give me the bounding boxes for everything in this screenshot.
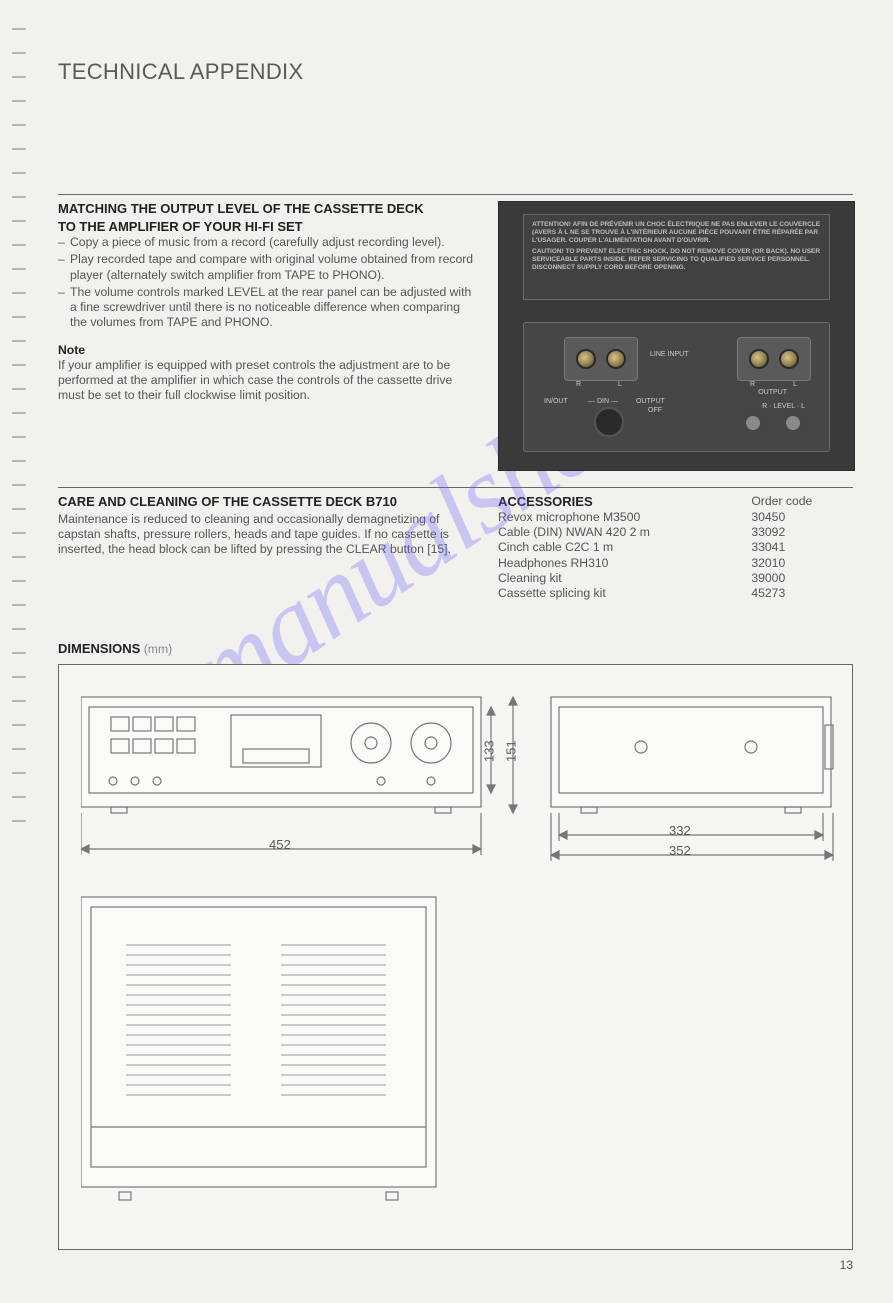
page-number: 13 <box>58 1258 853 1273</box>
note-body: If your amplifier is equipped with prese… <box>58 358 476 404</box>
level-label: R · LEVEL · L <box>762 403 805 412</box>
l-label-2: L <box>793 381 797 390</box>
table-row: Cleaning kit39000 <box>498 571 853 586</box>
dim-depth-outer: 352 <box>669 843 691 859</box>
level-knob-icon <box>785 415 801 431</box>
level-knob-icon <box>745 415 761 431</box>
rca-jack-icon <box>749 349 769 369</box>
bullet-item: The volume controls marked LEVEL at the … <box>58 285 476 331</box>
table-row: Headphones RH31032010 <box>498 556 853 571</box>
rca-jack-icon <box>606 349 626 369</box>
output-jacks <box>737 337 811 381</box>
dim-front-width: 452 <box>269 837 291 853</box>
off-label: OFF <box>648 407 662 416</box>
r-label: R <box>576 381 581 390</box>
acc-code: 30450 <box>751 510 853 525</box>
inout-label: IN/OUT <box>544 398 568 407</box>
rule-2 <box>58 487 853 488</box>
acc-name: Cassette splicing kit <box>498 586 751 601</box>
section1-heading-line1: MATCHING THE OUTPUT LEVEL OF THE CASSETT… <box>58 201 476 217</box>
page: TECHNICAL APPENDIX MATCHING THE OUTPUT L… <box>0 0 893 1303</box>
caution-text: CAUTION! TO PREVENT ELECTRIC SHOCK, DO N… <box>532 248 821 272</box>
section1-bullets: Copy a piece of music from a record (car… <box>58 235 476 331</box>
acc-name: Cleaning kit <box>498 571 751 586</box>
table-row: Cable (DIN) NWAN 420 2 m33092 <box>498 525 853 540</box>
dim-height-inner: 133 <box>482 740 498 762</box>
table-row: Cassette splicing kit45273 <box>498 586 853 601</box>
attention-text: ATTENTION! AFIN DE PRÉVENIR UN CHOC ÉLEC… <box>532 221 821 245</box>
page-title: TECHNICAL APPENDIX <box>58 58 853 86</box>
accessories-heading: ACCESSORIES <box>498 494 593 509</box>
acc-code: 33041 <box>751 540 853 555</box>
acc-name: Cinch cable C2C 1 m <box>498 540 751 555</box>
l-label: L <box>618 381 622 390</box>
dimensions-diagram: 452 133 151 332 352 <box>58 664 853 1250</box>
acc-name: Headphones RH310 <box>498 556 751 571</box>
rear-panel-image: ATTENTION! AFIN DE PRÉVENIR UN CHOC ÉLEC… <box>498 201 855 471</box>
note-heading: Note <box>58 343 476 358</box>
section2-body: Maintenance is reduced to cleaning and o… <box>58 512 476 558</box>
line-input-jacks <box>564 337 638 381</box>
acc-code: 39000 <box>751 571 853 586</box>
rule-1 <box>58 194 853 195</box>
table-row: Revox microphone M350030450 <box>498 510 853 525</box>
warning-plate: ATTENTION! AFIN DE PRÉVENIR UN CHOC ÉLEC… <box>523 214 830 300</box>
r-label-2: R <box>750 381 755 390</box>
connector-plate: LINE INPUT R L IN/OUT — DIN — OUTPUT OFF… <box>523 322 830 452</box>
dimensions-section: DIMENSIONS (mm) <box>58 641 853 1249</box>
output-label-2: OUTPUT <box>758 389 787 398</box>
section-matching: MATCHING THE OUTPUT LEVEL OF THE CASSETT… <box>58 201 853 471</box>
section2-heading: CARE AND CLEANING OF THE CASSETTE DECK B… <box>58 494 476 510</box>
dimensions-svg <box>81 687 841 1207</box>
dimensions-unit: (mm) <box>144 642 172 656</box>
dim-height-outer: 151 <box>504 740 520 762</box>
bullet-item: Play recorded tape and compare with orig… <box>58 252 476 283</box>
acc-name: Cable (DIN) NWAN 420 2 m <box>498 525 751 540</box>
section-care-accessories: CARE AND CLEANING OF THE CASSETTE DECK B… <box>58 494 853 602</box>
output-label: OUTPUT <box>636 398 665 407</box>
bullet-item: Copy a piece of music from a record (car… <box>58 235 476 250</box>
rca-jack-icon <box>779 349 799 369</box>
acc-code: 32010 <box>751 556 853 571</box>
table-row: Cinch cable C2C 1 m33041 <box>498 540 853 555</box>
acc-code: 33092 <box>751 525 853 540</box>
dim-depth-inner: 332 <box>669 823 691 839</box>
section1-heading-line2: TO THE AMPLIFIER OF YOUR HI-FI SET <box>58 219 476 235</box>
dimensions-heading: DIMENSIONS <box>58 641 140 656</box>
accessories-table: ACCESSORIES Order code Revox microphone … <box>498 494 853 602</box>
din-label: — DIN — <box>588 398 618 407</box>
acc-name: Revox microphone M3500 <box>498 510 751 525</box>
order-code-header: Order code <box>751 494 853 510</box>
din-connector-icon <box>594 407 624 437</box>
line-input-label: LINE INPUT <box>650 351 689 360</box>
rca-jack-icon <box>576 349 596 369</box>
acc-code: 45273 <box>751 586 853 601</box>
